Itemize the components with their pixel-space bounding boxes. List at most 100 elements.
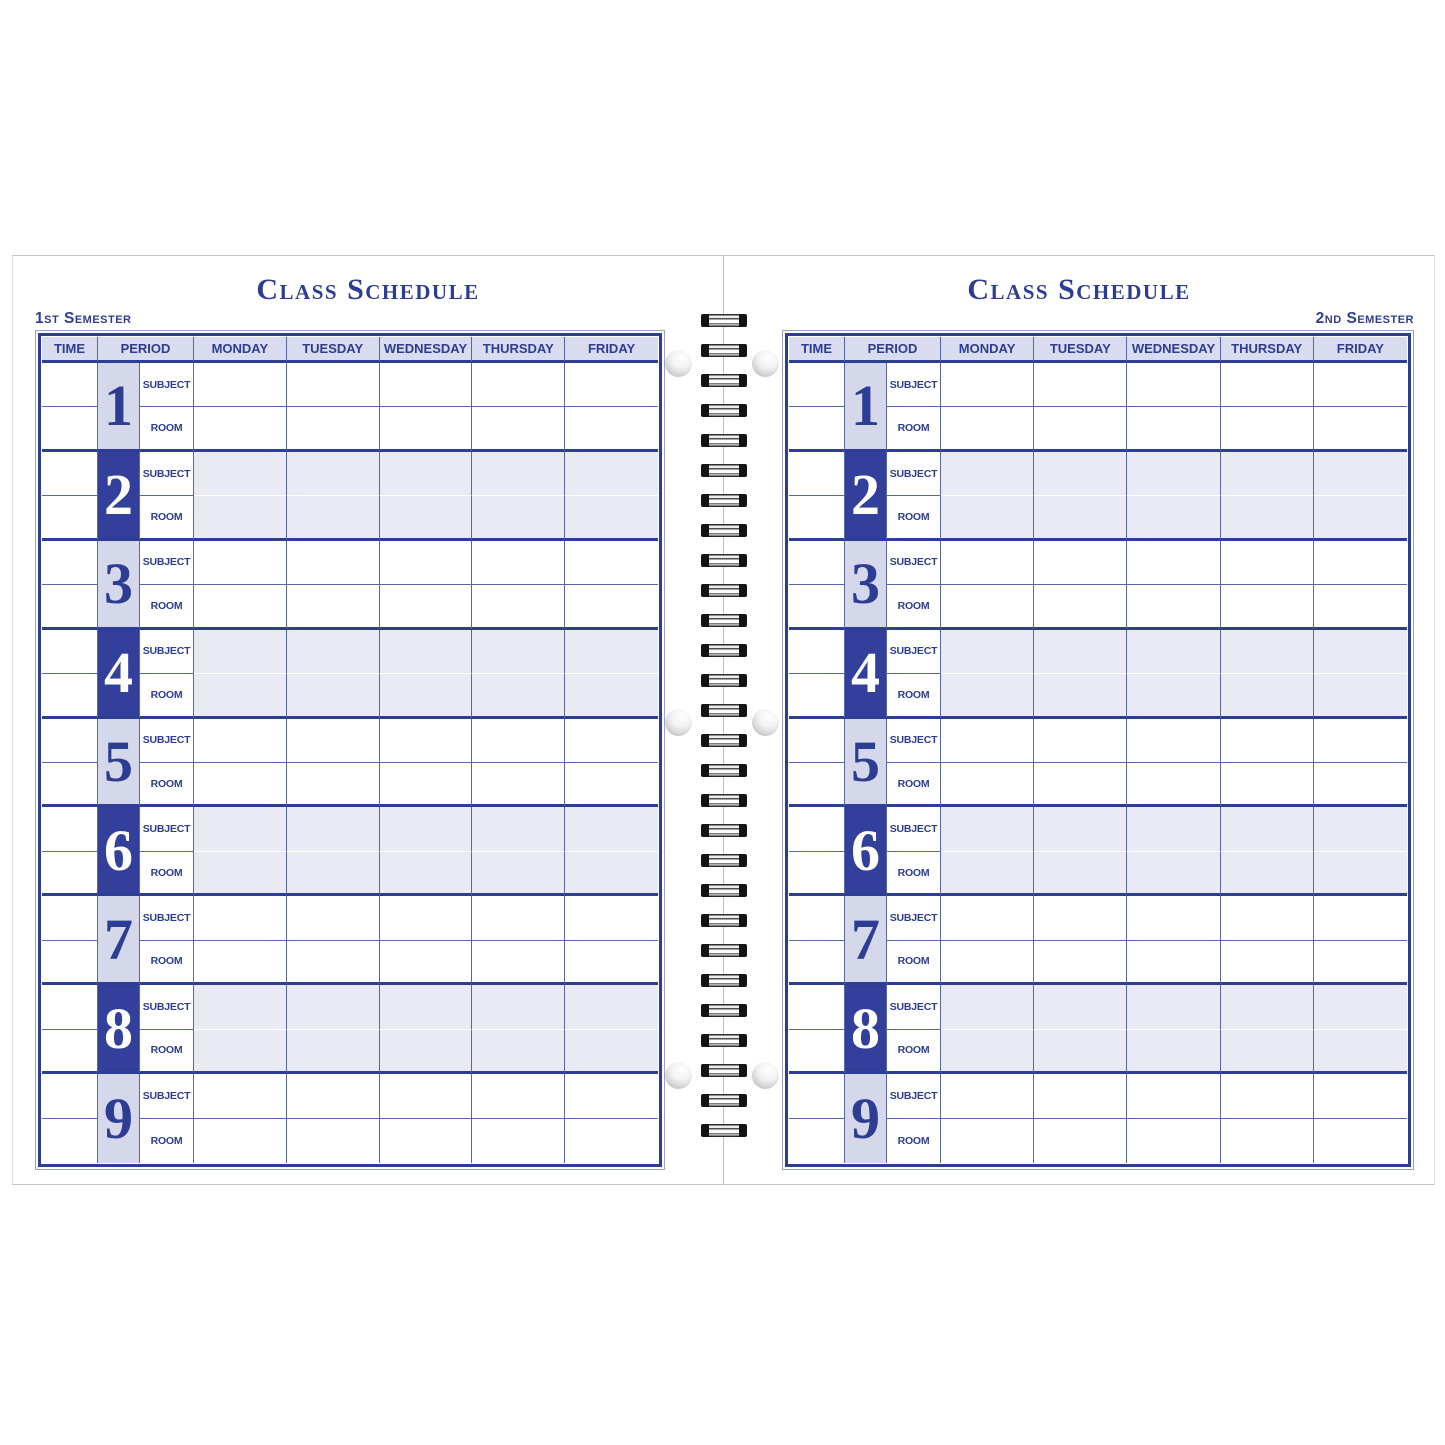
column-header: FRIDAY	[565, 337, 658, 363]
day-cell	[472, 585, 566, 630]
semester-row: 2nd Semester	[724, 308, 1434, 328]
spiral-coil	[701, 824, 747, 837]
day-cell	[379, 451, 473, 497]
column-header: WEDNESDAY	[379, 337, 473, 363]
spiral-coil	[701, 494, 747, 507]
subject-label: SUBJECT	[887, 985, 941, 1030]
day-cell	[472, 1118, 566, 1163]
day-cell	[286, 451, 380, 497]
day-cell	[1034, 1029, 1128, 1075]
room-label: ROOM	[140, 851, 194, 897]
day-cell	[379, 363, 473, 408]
day-cell	[194, 940, 287, 986]
day-cell	[1313, 719, 1407, 763]
day-cell	[565, 451, 658, 497]
day-cell	[472, 451, 566, 497]
day-cell	[1034, 851, 1128, 897]
day-cell	[1313, 1029, 1407, 1075]
spiral-coil	[701, 434, 747, 447]
time-cell	[42, 629, 98, 675]
day-cell	[1220, 674, 1314, 719]
time-cell	[42, 940, 98, 986]
spiral-coil	[701, 644, 747, 657]
day-cell	[1220, 896, 1314, 941]
column-header: PERIOD	[98, 337, 194, 363]
room-label: ROOM	[887, 674, 941, 719]
period-number: 5	[98, 718, 140, 808]
time-cell	[42, 674, 98, 719]
column-header: MONDAY	[941, 337, 1035, 363]
day-cell	[194, 807, 287, 852]
time-cell	[42, 451, 98, 497]
day-cell	[1220, 585, 1314, 630]
time-cell	[789, 540, 845, 586]
day-cell	[1034, 762, 1128, 808]
day-cell	[472, 718, 566, 763]
day-cell	[194, 629, 287, 675]
subject-label: SUBJECT	[887, 451, 941, 497]
day-cell	[1313, 985, 1407, 1030]
day-cell	[1220, 540, 1314, 586]
period-number: 9	[98, 1074, 140, 1163]
day-cell	[472, 1074, 566, 1119]
room-label: ROOM	[887, 1029, 941, 1075]
room-label: ROOM	[140, 1029, 194, 1075]
day-cell	[941, 1118, 1035, 1163]
day-cell	[1220, 1074, 1314, 1119]
day-cell	[1313, 674, 1407, 719]
day-cell	[379, 718, 473, 763]
time-cell	[789, 985, 845, 1030]
semester-label: 2nd Semester	[1315, 310, 1414, 327]
semester-row: 1st Semester	[13, 308, 723, 328]
period-number: 4	[98, 629, 140, 719]
column-header: WEDNESDAY	[1127, 337, 1221, 363]
column-header: TUESDAY	[286, 337, 380, 363]
day-cell	[194, 762, 287, 808]
column-header: TIME	[42, 337, 98, 363]
day-cell	[379, 940, 473, 986]
day-cell	[941, 1074, 1035, 1119]
punch-hole	[665, 1062, 692, 1089]
day-cell	[1034, 363, 1128, 408]
subject-label: SUBJECT	[887, 807, 941, 852]
time-cell	[789, 718, 845, 763]
room-label: ROOM	[140, 762, 194, 808]
day-cell	[565, 585, 658, 630]
day-cell	[1313, 629, 1407, 675]
subject-label: SUBJECT	[140, 807, 194, 852]
time-cell	[42, 1029, 98, 1075]
period-number: 7	[845, 896, 887, 986]
column-header: TUESDAY	[1034, 337, 1128, 363]
page-title: Class Schedule	[256, 273, 480, 306]
room-label: ROOM	[887, 585, 941, 630]
time-cell	[789, 807, 845, 852]
day-cell	[941, 363, 1035, 408]
day-cell	[941, 851, 1035, 897]
subject-label: SUBJECT	[140, 718, 194, 763]
day-cell	[379, 807, 473, 852]
spiral-coil	[701, 614, 747, 627]
schedule-table: TIME PERIOD MONDAY TUESDAY WEDNESDAY THURSDAY…	[42, 337, 658, 1163]
day-cell	[472, 1029, 566, 1075]
day-cell	[1127, 585, 1221, 630]
day-cell	[1127, 985, 1221, 1030]
day-cell	[286, 1029, 380, 1075]
room-label: ROOM	[140, 407, 194, 452]
day-cell	[194, 363, 287, 408]
day-cell	[1313, 363, 1407, 408]
subject-label: SUBJECT	[887, 540, 941, 586]
day-cell	[286, 629, 380, 675]
spiral-coil	[701, 764, 747, 777]
room-label: ROOM	[887, 940, 941, 986]
column-header: FRIDAY	[1313, 337, 1407, 363]
day-cell	[565, 496, 658, 541]
schedule-table-border: TIME PERIOD MONDAY TUESDAY WEDNESDAY THURSDAY…	[38, 333, 662, 1167]
subject-label: SUBJECT	[140, 363, 194, 408]
day-cell	[1313, 496, 1407, 541]
day-cell	[286, 807, 380, 852]
day-cell	[1127, 896, 1221, 941]
day-cell	[565, 1029, 658, 1075]
day-cell	[472, 629, 566, 675]
day-cell	[194, 896, 287, 941]
subject-label: SUBJECT	[140, 451, 194, 497]
